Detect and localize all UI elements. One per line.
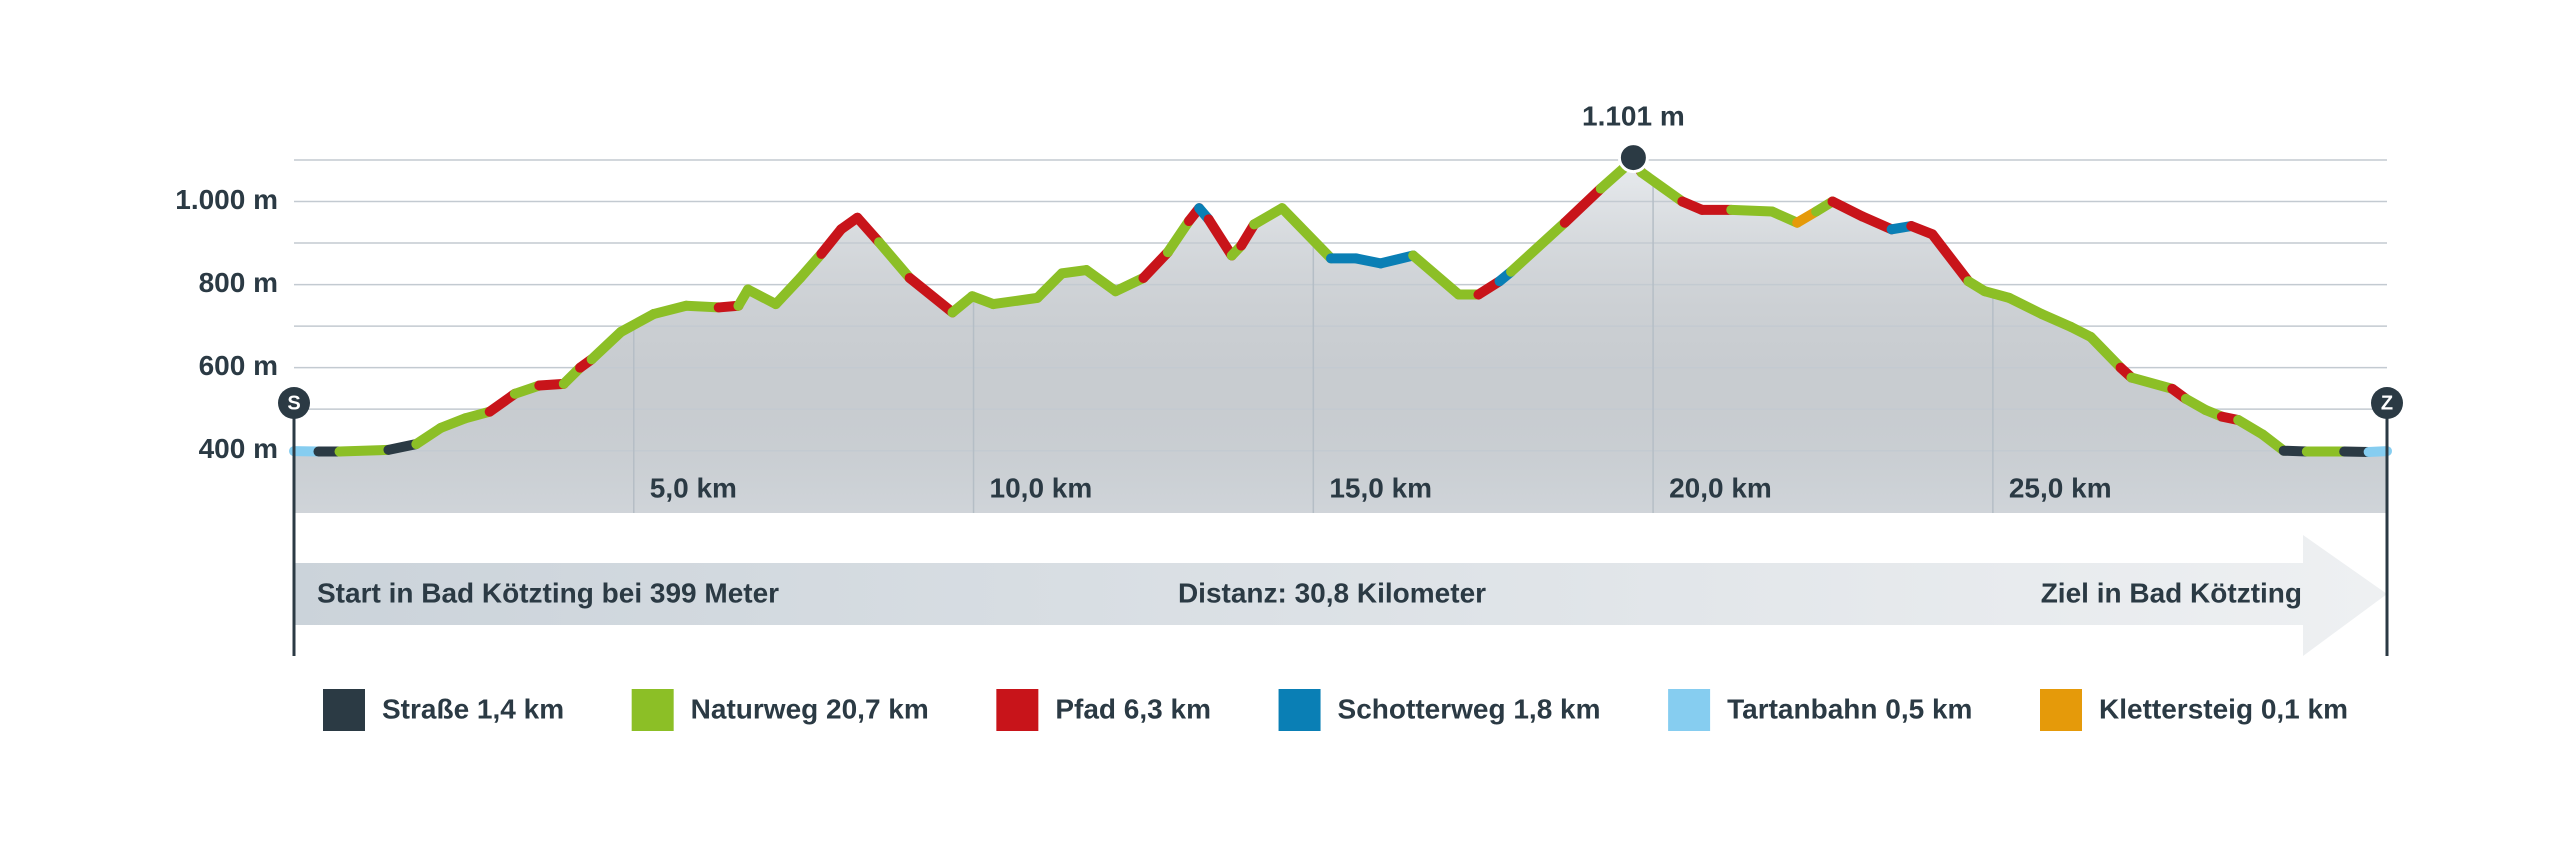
profile-segment bbox=[1726, 204, 1778, 217]
profile-segment bbox=[988, 292, 1043, 310]
profile-segment bbox=[681, 300, 724, 313]
x-tick-label: 5,0 km bbox=[650, 472, 737, 503]
x-tick-label: 20,0 km bbox=[1669, 472, 1772, 503]
y-tick-label: 800 m bbox=[199, 267, 278, 298]
y-tick-label: 400 m bbox=[199, 433, 278, 464]
profile-area-shade bbox=[294, 159, 2387, 513]
profile-segment bbox=[1408, 250, 1464, 300]
profile-segment bbox=[742, 284, 781, 310]
profile-segment bbox=[1559, 183, 1606, 228]
legend-swatch bbox=[323, 689, 365, 731]
legend-label: Pfad 6,3 km bbox=[1055, 693, 1211, 724]
distance-band bbox=[294, 535, 2387, 656]
y-tick-label: 600 m bbox=[199, 350, 278, 381]
legend-swatch bbox=[996, 689, 1039, 731]
profile-segment bbox=[1249, 203, 1288, 230]
profile-segment bbox=[2036, 309, 2077, 332]
profile-segment bbox=[1857, 211, 1897, 235]
profile-segment bbox=[1081, 265, 1121, 297]
legend-label: Naturweg 20,7 km bbox=[691, 693, 929, 724]
legend-label: Schotterweg 1,8 km bbox=[1338, 693, 1601, 724]
legend-item: Straße 1,4 km bbox=[323, 689, 564, 731]
legend-item: Tartanbahn 0,5 km bbox=[1668, 689, 1972, 731]
profile-segment bbox=[586, 326, 626, 365]
peak-label: 1.101 m bbox=[1582, 100, 1685, 131]
legend-swatch bbox=[631, 689, 674, 731]
end-text: Ziel in Bad Kötzting bbox=[2041, 577, 2302, 608]
legend-item: Schotterweg 1,8 km bbox=[1278, 689, 1601, 731]
profile-segment bbox=[852, 212, 885, 248]
profile-segment bbox=[1927, 229, 1974, 287]
legend-item: Pfad 6,3 km bbox=[996, 689, 1211, 731]
x-tick-label: 10,0 km bbox=[990, 472, 1093, 503]
profile-segment bbox=[770, 272, 806, 310]
profile-segment bbox=[334, 444, 394, 457]
profile-segment bbox=[1277, 203, 1336, 264]
marker-dot bbox=[278, 387, 310, 419]
legend-label: Klettersteig 0,1 km bbox=[2099, 693, 2348, 724]
marker-letter: Z bbox=[2381, 392, 2393, 414]
x-tick-label: 15,0 km bbox=[1329, 472, 1432, 503]
profile-segment bbox=[1636, 167, 1688, 207]
profile-segment bbox=[615, 309, 659, 337]
y-tick-label: 1.000 m bbox=[175, 184, 278, 215]
profile-segment bbox=[1506, 217, 1570, 277]
profile-segment bbox=[648, 300, 692, 320]
marker-dot bbox=[2371, 387, 2403, 419]
profile-segment bbox=[1162, 216, 1194, 258]
profile-segment bbox=[904, 272, 958, 318]
profile-segment bbox=[2126, 372, 2178, 394]
profile-segment bbox=[2085, 331, 2126, 373]
start-text: Start in Bad Kötzting bei 399 Meter bbox=[317, 577, 779, 608]
profile-segment bbox=[2363, 446, 2392, 457]
profile-segment bbox=[1110, 272, 1149, 297]
marker-letter: S bbox=[287, 392, 300, 414]
profile-segment bbox=[1203, 214, 1237, 261]
peak-dot bbox=[1617, 142, 1649, 174]
profile-segment bbox=[1032, 268, 1067, 303]
profile-segment bbox=[1375, 250, 1419, 269]
legend-swatch bbox=[2040, 689, 2082, 731]
profile-segment bbox=[874, 237, 915, 283]
legend-label: Straße 1,4 km bbox=[382, 693, 564, 724]
legend-swatch bbox=[1668, 689, 1711, 731]
legend-item: Naturweg 20,7 km bbox=[631, 689, 929, 731]
profile-segment bbox=[795, 248, 827, 283]
profile-segment bbox=[816, 224, 847, 259]
profile-segment bbox=[1138, 247, 1173, 283]
legend-item: Klettersteig 0,1 km bbox=[2040, 689, 2348, 731]
profile-segment bbox=[1827, 196, 1868, 222]
legend-swatch bbox=[1278, 689, 1321, 731]
profile-segment bbox=[484, 388, 520, 417]
legend-label: Tartanbahn 0,5 km bbox=[1727, 693, 1972, 724]
profile-segment bbox=[2004, 292, 2047, 320]
x-tick-label: 25,0 km bbox=[2009, 472, 2112, 503]
distance-text: Distanz: 30,8 Kilometer bbox=[1178, 577, 1486, 608]
